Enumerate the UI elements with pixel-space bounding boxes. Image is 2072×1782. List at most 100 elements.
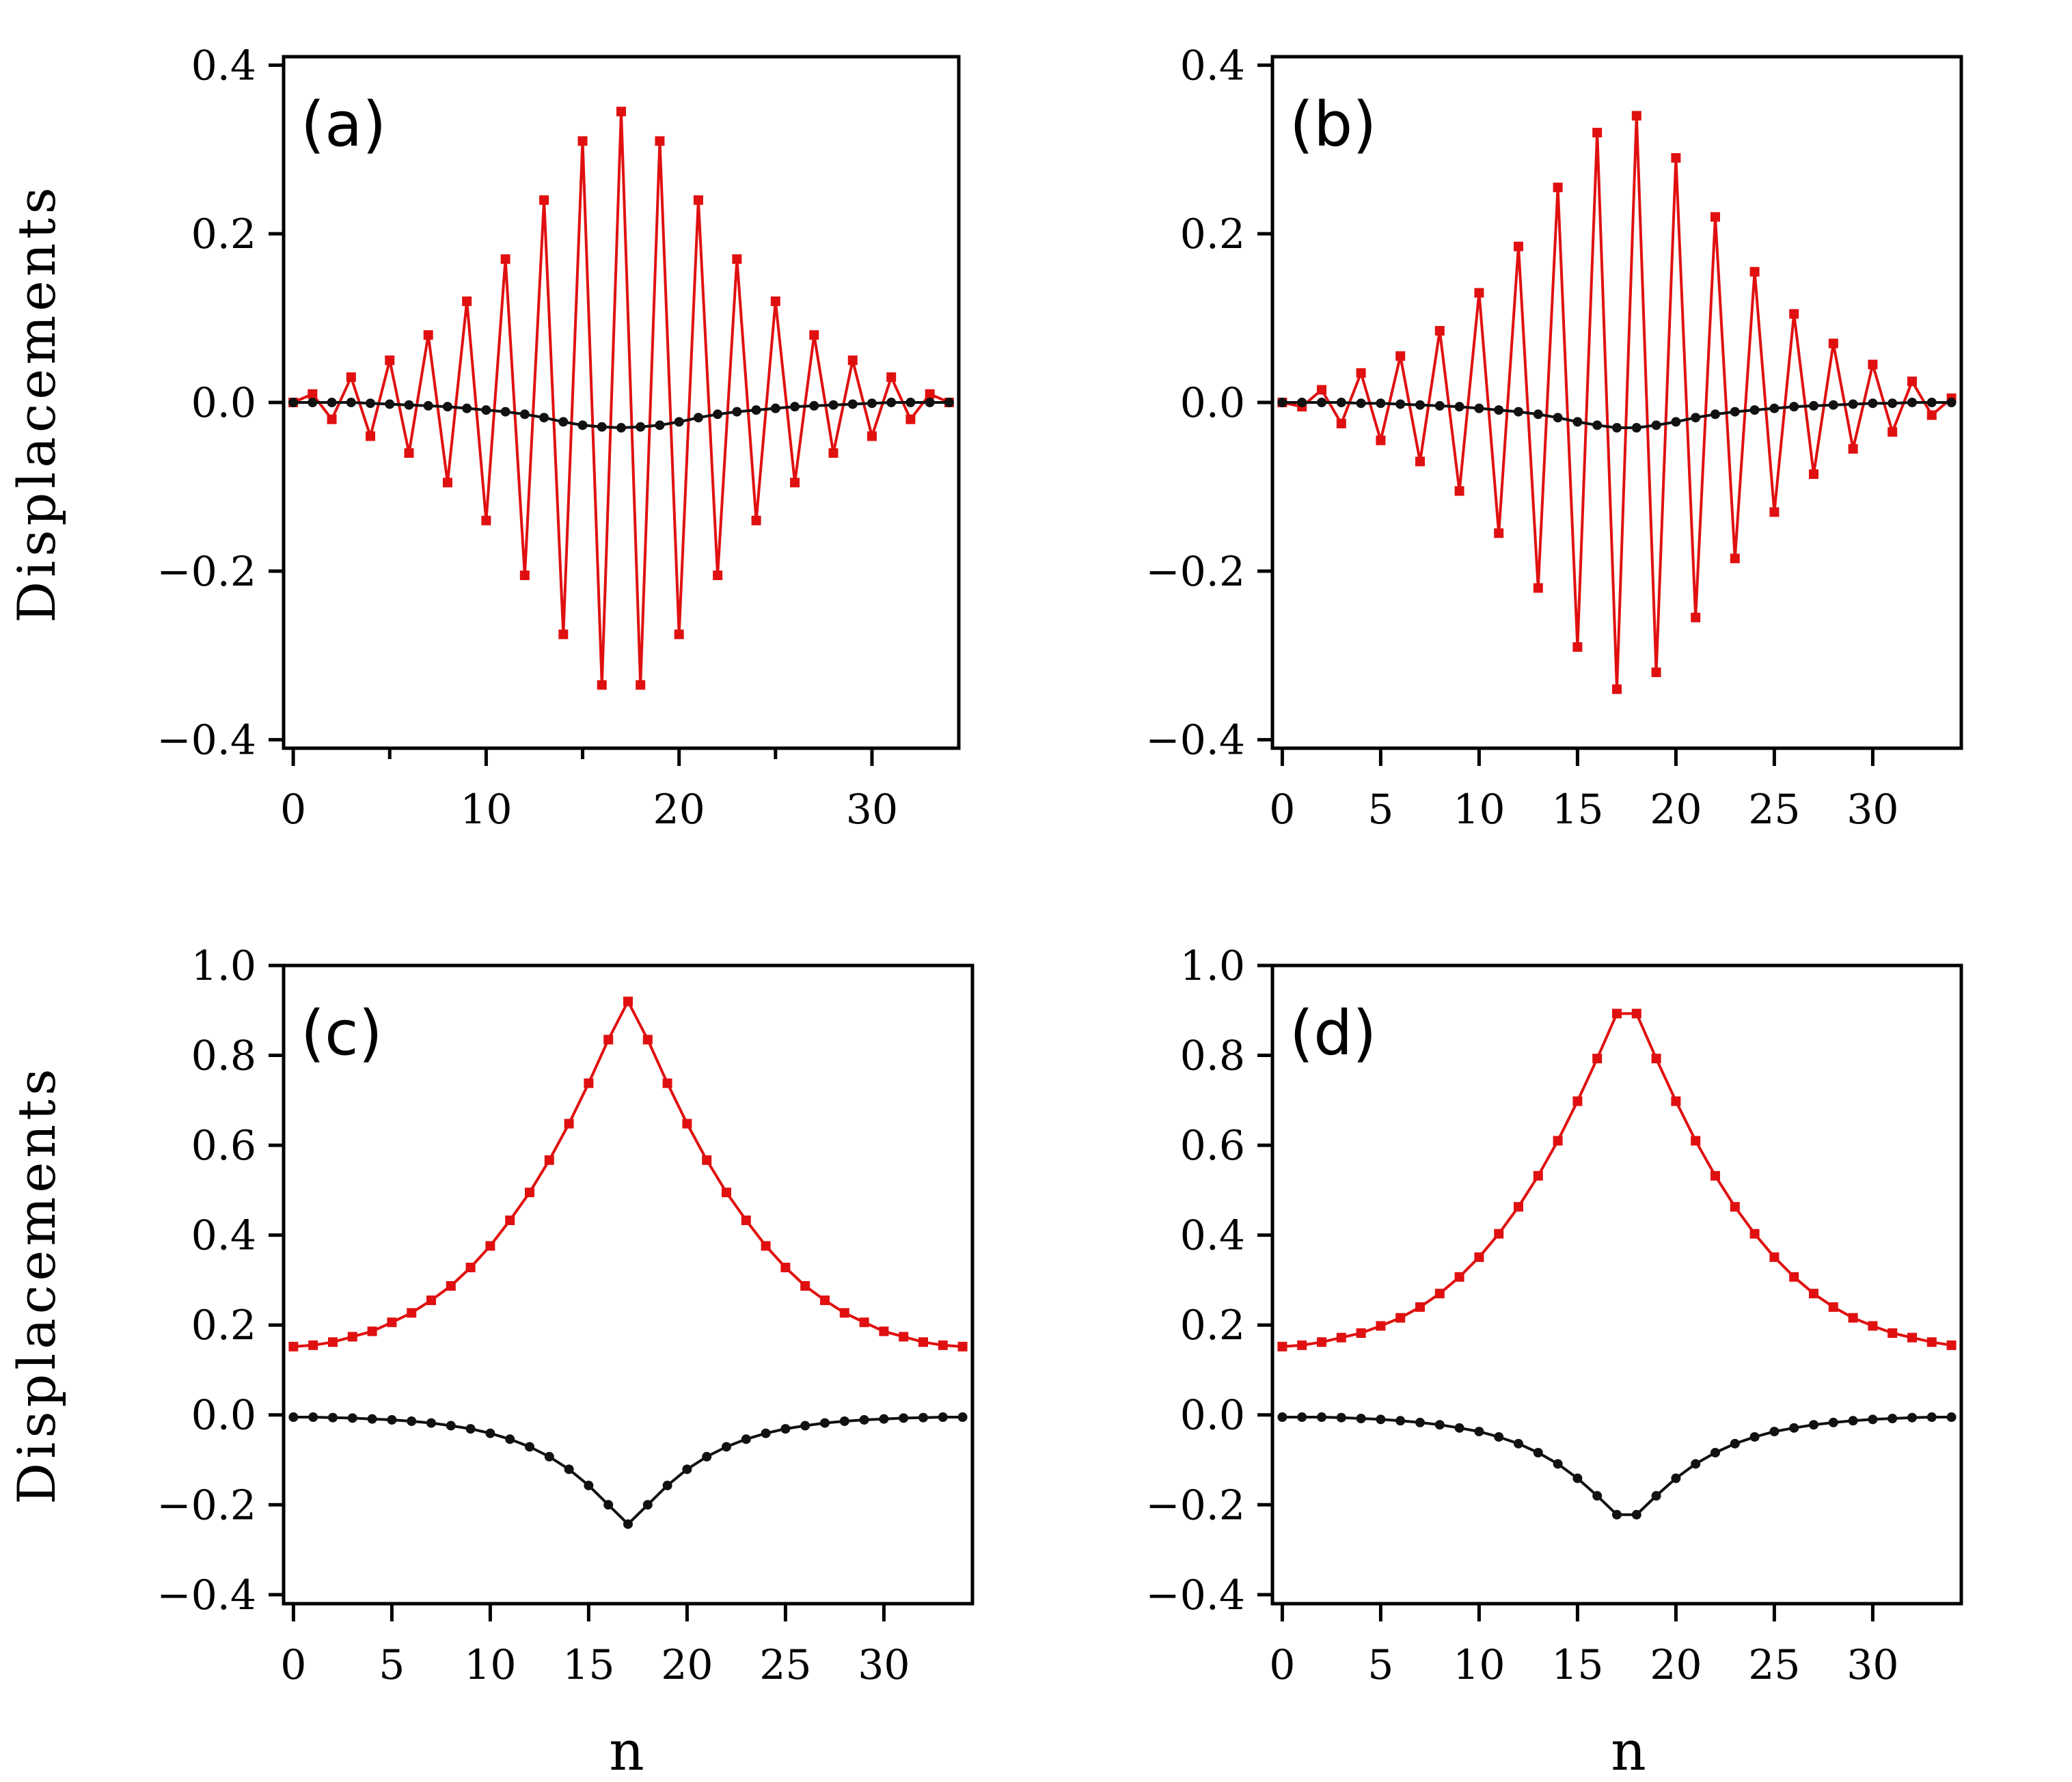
data-point-red (1671, 153, 1681, 163)
y-tick-label: −0.2 (1145, 548, 1245, 596)
series-line-black (1282, 1416, 1952, 1516)
data-point-red (1926, 1337, 1937, 1347)
panel-a: −0.4 −0.2 0.0 0.2 0.4 0 10 20 30 (a) (156, 42, 961, 834)
data-point-black (1671, 417, 1681, 427)
data-point-red (519, 571, 530, 580)
data-point-black (761, 1428, 771, 1438)
data-point-red (642, 1034, 653, 1045)
data-point-red (1572, 642, 1583, 652)
data-point-black (1474, 403, 1484, 413)
y-tick-label: 0.4 (1180, 1212, 1245, 1260)
data-point-black (1612, 423, 1622, 433)
data-point-red (682, 1119, 692, 1129)
y-tick-label: −0.4 (1145, 1572, 1245, 1619)
data-point-black (1572, 417, 1583, 427)
data-point-red (879, 1326, 889, 1336)
series-line-red (292, 110, 950, 687)
data-point-black (584, 1481, 594, 1491)
data-point-red (1612, 1009, 1622, 1019)
x-tick-label: 10 (460, 786, 512, 834)
data-point-black (367, 1414, 377, 1424)
data-point-red (905, 414, 916, 424)
data-point-black (741, 1434, 751, 1444)
data-point-black (751, 405, 761, 415)
x-tick-label: 15 (562, 1641, 614, 1689)
data-point-black (346, 398, 356, 407)
data-point-red (800, 1280, 810, 1291)
y-tick-label: 0.0 (191, 1392, 256, 1440)
data-point-red (1907, 376, 1917, 387)
data-point-black (525, 1442, 534, 1452)
data-point-black (481, 405, 491, 415)
data-point-black (603, 1500, 614, 1510)
data-point-black (387, 1414, 397, 1425)
data-point-red (1691, 1136, 1701, 1146)
data-point-black (485, 1428, 495, 1438)
data-point-red (1907, 1332, 1917, 1343)
x-tick-label: 30 (1846, 786, 1898, 834)
data-point-red (442, 478, 452, 488)
data-point-black (722, 1442, 731, 1452)
data-point-black (288, 398, 299, 407)
data-point-black (1415, 400, 1425, 410)
data-point-red (1395, 351, 1406, 361)
x-tick-label: 0 (1269, 786, 1295, 834)
data-point-red (1356, 368, 1366, 378)
data-point-black (442, 402, 452, 412)
data-point-red (1474, 1252, 1484, 1262)
data-point-red (1533, 583, 1543, 593)
data-point-red (1749, 1229, 1760, 1239)
data-point-black (693, 413, 703, 423)
y-tick-label: 0.0 (1180, 1392, 1245, 1440)
data-point-black (713, 409, 723, 420)
data-point-red (713, 571, 723, 580)
x-tick-label: 20 (1650, 1641, 1702, 1689)
data-point-red (577, 136, 588, 146)
x-tick-label: 20 (661, 1641, 713, 1689)
data-point-black (1454, 1423, 1464, 1433)
data-point-red (886, 372, 897, 382)
data-point-black (1533, 1447, 1543, 1457)
data-point-red (1376, 435, 1386, 446)
data-point-red (446, 1280, 456, 1291)
data-point-red (623, 996, 633, 1006)
data-point-black (899, 1413, 909, 1423)
data-point-black (1434, 400, 1445, 411)
data-point-black (1514, 407, 1523, 417)
data-point-black (918, 1412, 928, 1423)
data-point-red (423, 330, 433, 340)
y-tick-label: −0.2 (156, 1481, 256, 1529)
data-point-red (662, 1078, 672, 1088)
data-point-red (828, 448, 839, 458)
data-point-red (1828, 1302, 1838, 1312)
data-point-black (1474, 1427, 1484, 1437)
data-point-black (1907, 1412, 1917, 1423)
data-point-black (674, 417, 684, 427)
data-point-red (1651, 667, 1661, 677)
data-point-black (1828, 1417, 1838, 1427)
data-point-black (426, 1418, 436, 1428)
x-tick-label: 20 (1650, 786, 1702, 834)
data-point-red (1415, 456, 1425, 467)
data-point-red (346, 372, 356, 382)
data-point-red (1454, 486, 1464, 496)
data-point-black (1336, 1412, 1346, 1423)
data-point-red (761, 1241, 771, 1251)
data-point-black (1651, 420, 1661, 430)
data-point-red (366, 431, 376, 441)
y-tick-label: 0.4 (1180, 42, 1245, 90)
data-point-black (1454, 402, 1464, 412)
data-point-black (446, 1421, 456, 1431)
panel-b: −0.4 −0.2 0.0 0.2 0.4 0 5 10 15 20 25 30 (b) (1145, 42, 1963, 834)
data-point-red (790, 478, 800, 488)
data-point-black (1868, 398, 1878, 409)
panel-label: (b) (1290, 89, 1376, 161)
x-tick-label: 20 (653, 786, 705, 834)
y-tick-label: 0.2 (1180, 210, 1245, 258)
data-point-red (722, 1188, 731, 1198)
y-tick-label: 0.6 (191, 1122, 256, 1170)
data-point-black (577, 420, 588, 430)
data-point-black (1887, 1414, 1898, 1424)
data-point-black (558, 417, 569, 427)
data-point-black (1946, 398, 1957, 407)
